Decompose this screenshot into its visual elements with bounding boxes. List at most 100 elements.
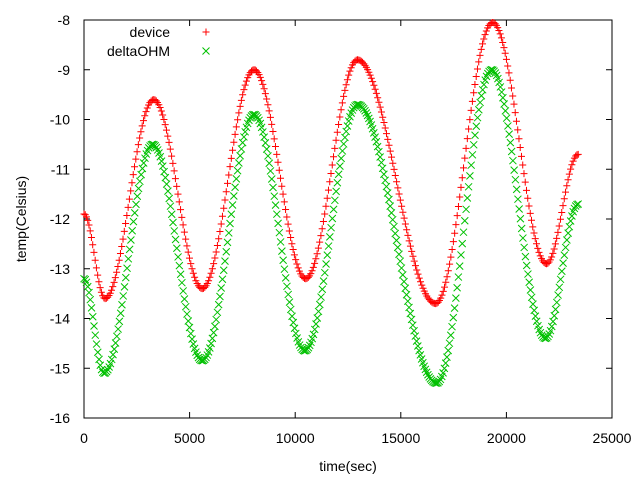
data-point <box>340 92 348 100</box>
data-point <box>180 228 188 236</box>
data-point <box>139 117 147 125</box>
data-point <box>552 298 561 307</box>
data-point <box>546 256 554 264</box>
data-point <box>446 331 455 340</box>
data-point <box>317 232 325 240</box>
data-point <box>531 235 539 243</box>
data-point <box>143 104 151 112</box>
data-point <box>201 283 209 291</box>
data-point <box>522 261 531 270</box>
data-point <box>174 253 182 261</box>
x-tick-label: 10000 <box>276 430 315 446</box>
data-point <box>134 184 143 193</box>
data-point <box>553 234 561 242</box>
data-point <box>237 145 246 153</box>
data-point <box>239 91 247 99</box>
data-point <box>472 73 480 81</box>
data-point <box>161 121 169 129</box>
data-point <box>374 94 382 102</box>
data-point <box>217 220 225 228</box>
data-point <box>123 211 131 219</box>
data-point <box>448 246 456 254</box>
data-point <box>415 346 423 355</box>
data-point <box>418 281 426 289</box>
data-point <box>267 175 276 183</box>
data-point <box>467 161 476 170</box>
data-point <box>546 326 555 335</box>
y-tick-label: -8 <box>58 12 71 28</box>
data-point <box>383 189 392 197</box>
data-point <box>512 117 520 125</box>
data-point <box>500 44 508 52</box>
data-point <box>568 212 576 220</box>
data-point <box>130 208 139 217</box>
data-point <box>312 255 320 263</box>
data-point <box>264 101 272 109</box>
data-point <box>253 67 261 75</box>
data-point <box>457 183 465 191</box>
data-point <box>228 201 237 209</box>
data-point <box>319 277 328 285</box>
data-point <box>166 145 174 153</box>
y-tick-label: -11 <box>51 161 70 177</box>
data-point <box>532 317 541 326</box>
data-point <box>270 192 279 201</box>
data-point <box>494 24 502 32</box>
data-point <box>242 77 250 85</box>
data-point <box>413 266 421 274</box>
y-tick-label: -12 <box>50 211 70 227</box>
data-point <box>476 98 484 107</box>
data-point <box>212 315 221 324</box>
data-point <box>87 304 96 312</box>
data-point <box>171 235 180 244</box>
data-point <box>244 74 252 82</box>
data-point <box>223 238 232 247</box>
data-point <box>314 307 323 316</box>
data-point <box>232 174 241 183</box>
data-point <box>501 106 510 115</box>
data-point <box>304 343 313 352</box>
data-point <box>559 202 567 210</box>
data-point <box>370 81 378 89</box>
data-point <box>398 271 407 279</box>
data-point <box>444 346 453 355</box>
x-tick-label: 5000 <box>174 430 205 446</box>
data-point <box>124 203 132 211</box>
data-point <box>170 227 179 235</box>
y-tick-label: -15 <box>50 360 70 376</box>
data-point <box>385 141 393 149</box>
data-point <box>284 220 292 228</box>
data-point <box>480 80 488 89</box>
data-point <box>227 154 235 162</box>
data-point <box>240 133 248 141</box>
y-tick-label: -9 <box>58 62 71 78</box>
data-point <box>294 264 302 272</box>
data-point <box>125 245 134 254</box>
data-point <box>133 192 142 201</box>
data-point <box>386 147 394 155</box>
data-point <box>411 332 420 340</box>
data-point <box>386 202 395 211</box>
data-point <box>202 353 210 362</box>
data-point <box>477 45 485 53</box>
data-point <box>396 257 405 266</box>
data-point <box>192 277 200 285</box>
data-point <box>259 80 267 88</box>
data-point <box>207 269 215 277</box>
data-point <box>402 290 411 299</box>
data-point <box>509 156 517 165</box>
data-point <box>440 364 449 373</box>
data-point <box>284 290 293 299</box>
data-point <box>382 130 390 138</box>
data-point <box>502 55 510 63</box>
data-point <box>261 90 269 98</box>
data-point <box>562 188 570 196</box>
data-point <box>114 325 122 333</box>
data-point <box>473 113 482 122</box>
data-point <box>337 106 345 114</box>
data-point <box>514 126 522 134</box>
data-point <box>524 194 532 202</box>
data-point <box>110 345 119 353</box>
data-point <box>333 128 341 136</box>
data-point <box>436 375 445 384</box>
